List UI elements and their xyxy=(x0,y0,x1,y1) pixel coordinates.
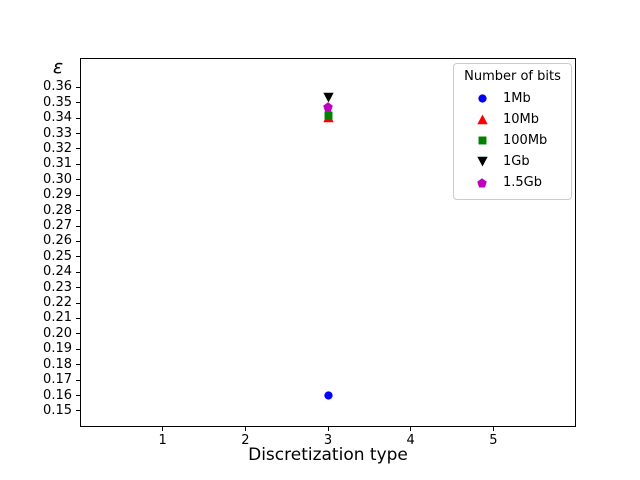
y-tick-label: 0.34 xyxy=(43,110,72,126)
y-tick-label: 0.30 xyxy=(43,171,72,187)
x-tick-mark xyxy=(327,427,329,431)
y-tick-label: 0.27 xyxy=(43,218,72,233)
y-tick-mark xyxy=(76,163,80,165)
y-tick-mark xyxy=(76,225,80,227)
y-tick-mark xyxy=(76,133,80,135)
legend-entry-10Mb: 10Mb xyxy=(454,109,571,130)
x-tick-label: 4 xyxy=(406,433,415,448)
y-tick-label: 0.25 xyxy=(43,248,72,264)
legend-entry-label: 1Gb xyxy=(503,153,530,169)
y-tick-mark xyxy=(76,194,80,196)
y-tick-label: 0.33 xyxy=(43,125,72,141)
x-tick-label: 2 xyxy=(241,433,250,448)
y-tick-label: 0.18 xyxy=(43,356,72,372)
y-tick-mark xyxy=(76,102,80,104)
legend: Number of bits 1Mb 10Mb 100Mb 1Gb 1.5Gb xyxy=(453,63,572,200)
x-tick-mark xyxy=(162,427,164,431)
y-tick-label: 0.35 xyxy=(43,94,72,110)
x-tick-label: 5 xyxy=(489,433,498,448)
legend-entry-label: 100Mb xyxy=(503,132,548,148)
data-point-100Mb xyxy=(324,111,333,120)
y-tick-mark xyxy=(76,395,80,397)
legend-entry-label: 1Mb xyxy=(503,90,531,106)
y-tick-label: 0.23 xyxy=(43,279,72,295)
y-tick-mark xyxy=(76,333,80,335)
y-tick-mark xyxy=(76,179,80,181)
triangle-down-marker-icon xyxy=(471,156,493,167)
x-tick-mark xyxy=(492,427,494,431)
y-tick-mark xyxy=(76,287,80,289)
y-tick-label: 0.19 xyxy=(43,341,72,357)
triangle-up-marker-icon xyxy=(471,114,493,125)
y-tick-label: 0.16 xyxy=(43,387,72,403)
x-tick-label: 3 xyxy=(323,433,333,448)
legend-entry-1Gb: 1Gb xyxy=(454,151,571,172)
y-tick-mark xyxy=(76,210,80,212)
y-tick-mark xyxy=(76,240,80,242)
y-tick-label: 0.21 xyxy=(43,310,72,326)
data-point-1.5Gb xyxy=(323,102,333,112)
x-axis-label: Discretization type xyxy=(248,445,408,465)
x-tick-mark xyxy=(410,427,412,431)
y-tick-label: 0.32 xyxy=(43,140,72,156)
y-tick-mark xyxy=(76,271,80,273)
y-tick-label: 0.31 xyxy=(43,156,72,172)
y-tick-label: 0.17 xyxy=(43,372,72,388)
data-point-1Gb xyxy=(322,92,334,103)
y-tick-mark xyxy=(76,86,80,88)
y-tick-label: 0.20 xyxy=(43,325,72,341)
legend-entry-100Mb: 100Mb xyxy=(454,130,571,151)
y-tick-mark xyxy=(76,302,80,304)
y-tick-mark xyxy=(76,410,80,412)
y-tick-mark xyxy=(76,256,80,258)
x-tick-label: 1 xyxy=(158,433,167,448)
square-marker-icon xyxy=(471,136,493,145)
y-tick-mark xyxy=(76,317,80,319)
legend-entry-1.5Gb: 1.5Gb xyxy=(454,172,571,193)
legend-title: Number of bits xyxy=(464,69,561,84)
x-tick-mark xyxy=(244,427,246,431)
circle-marker-icon xyxy=(471,94,493,103)
y-tick-mark xyxy=(76,348,80,350)
legend-entry-label: 10Mb xyxy=(503,111,540,127)
data-point-1Mb xyxy=(323,391,333,400)
y-tick-label: 0.26 xyxy=(43,233,72,249)
y-tick-mark xyxy=(76,148,80,150)
y-tick-mark xyxy=(76,117,80,119)
plot-area xyxy=(80,58,576,427)
y-tick-label: 0.29 xyxy=(43,187,72,203)
y-tick-mark xyxy=(76,364,80,366)
legend-entry-label: 1.5Gb xyxy=(503,174,542,190)
y-tick-label: 0.15 xyxy=(43,402,72,418)
y-tick-label: 0.36 xyxy=(43,79,72,95)
pentagon-marker-icon xyxy=(471,177,493,188)
y-tick-label: 0.28 xyxy=(43,202,72,218)
y-tick-mark xyxy=(76,379,80,381)
legend-entries: 1Mb 10Mb 100Mb 1Gb 1.5Gb xyxy=(454,88,571,193)
legend-entry-1Mb: 1Mb xyxy=(454,88,571,109)
y-tick-label: 0.24 xyxy=(43,264,72,280)
y-axis-label: ε xyxy=(52,56,64,78)
y-tick-label: 0.22 xyxy=(43,295,72,311)
